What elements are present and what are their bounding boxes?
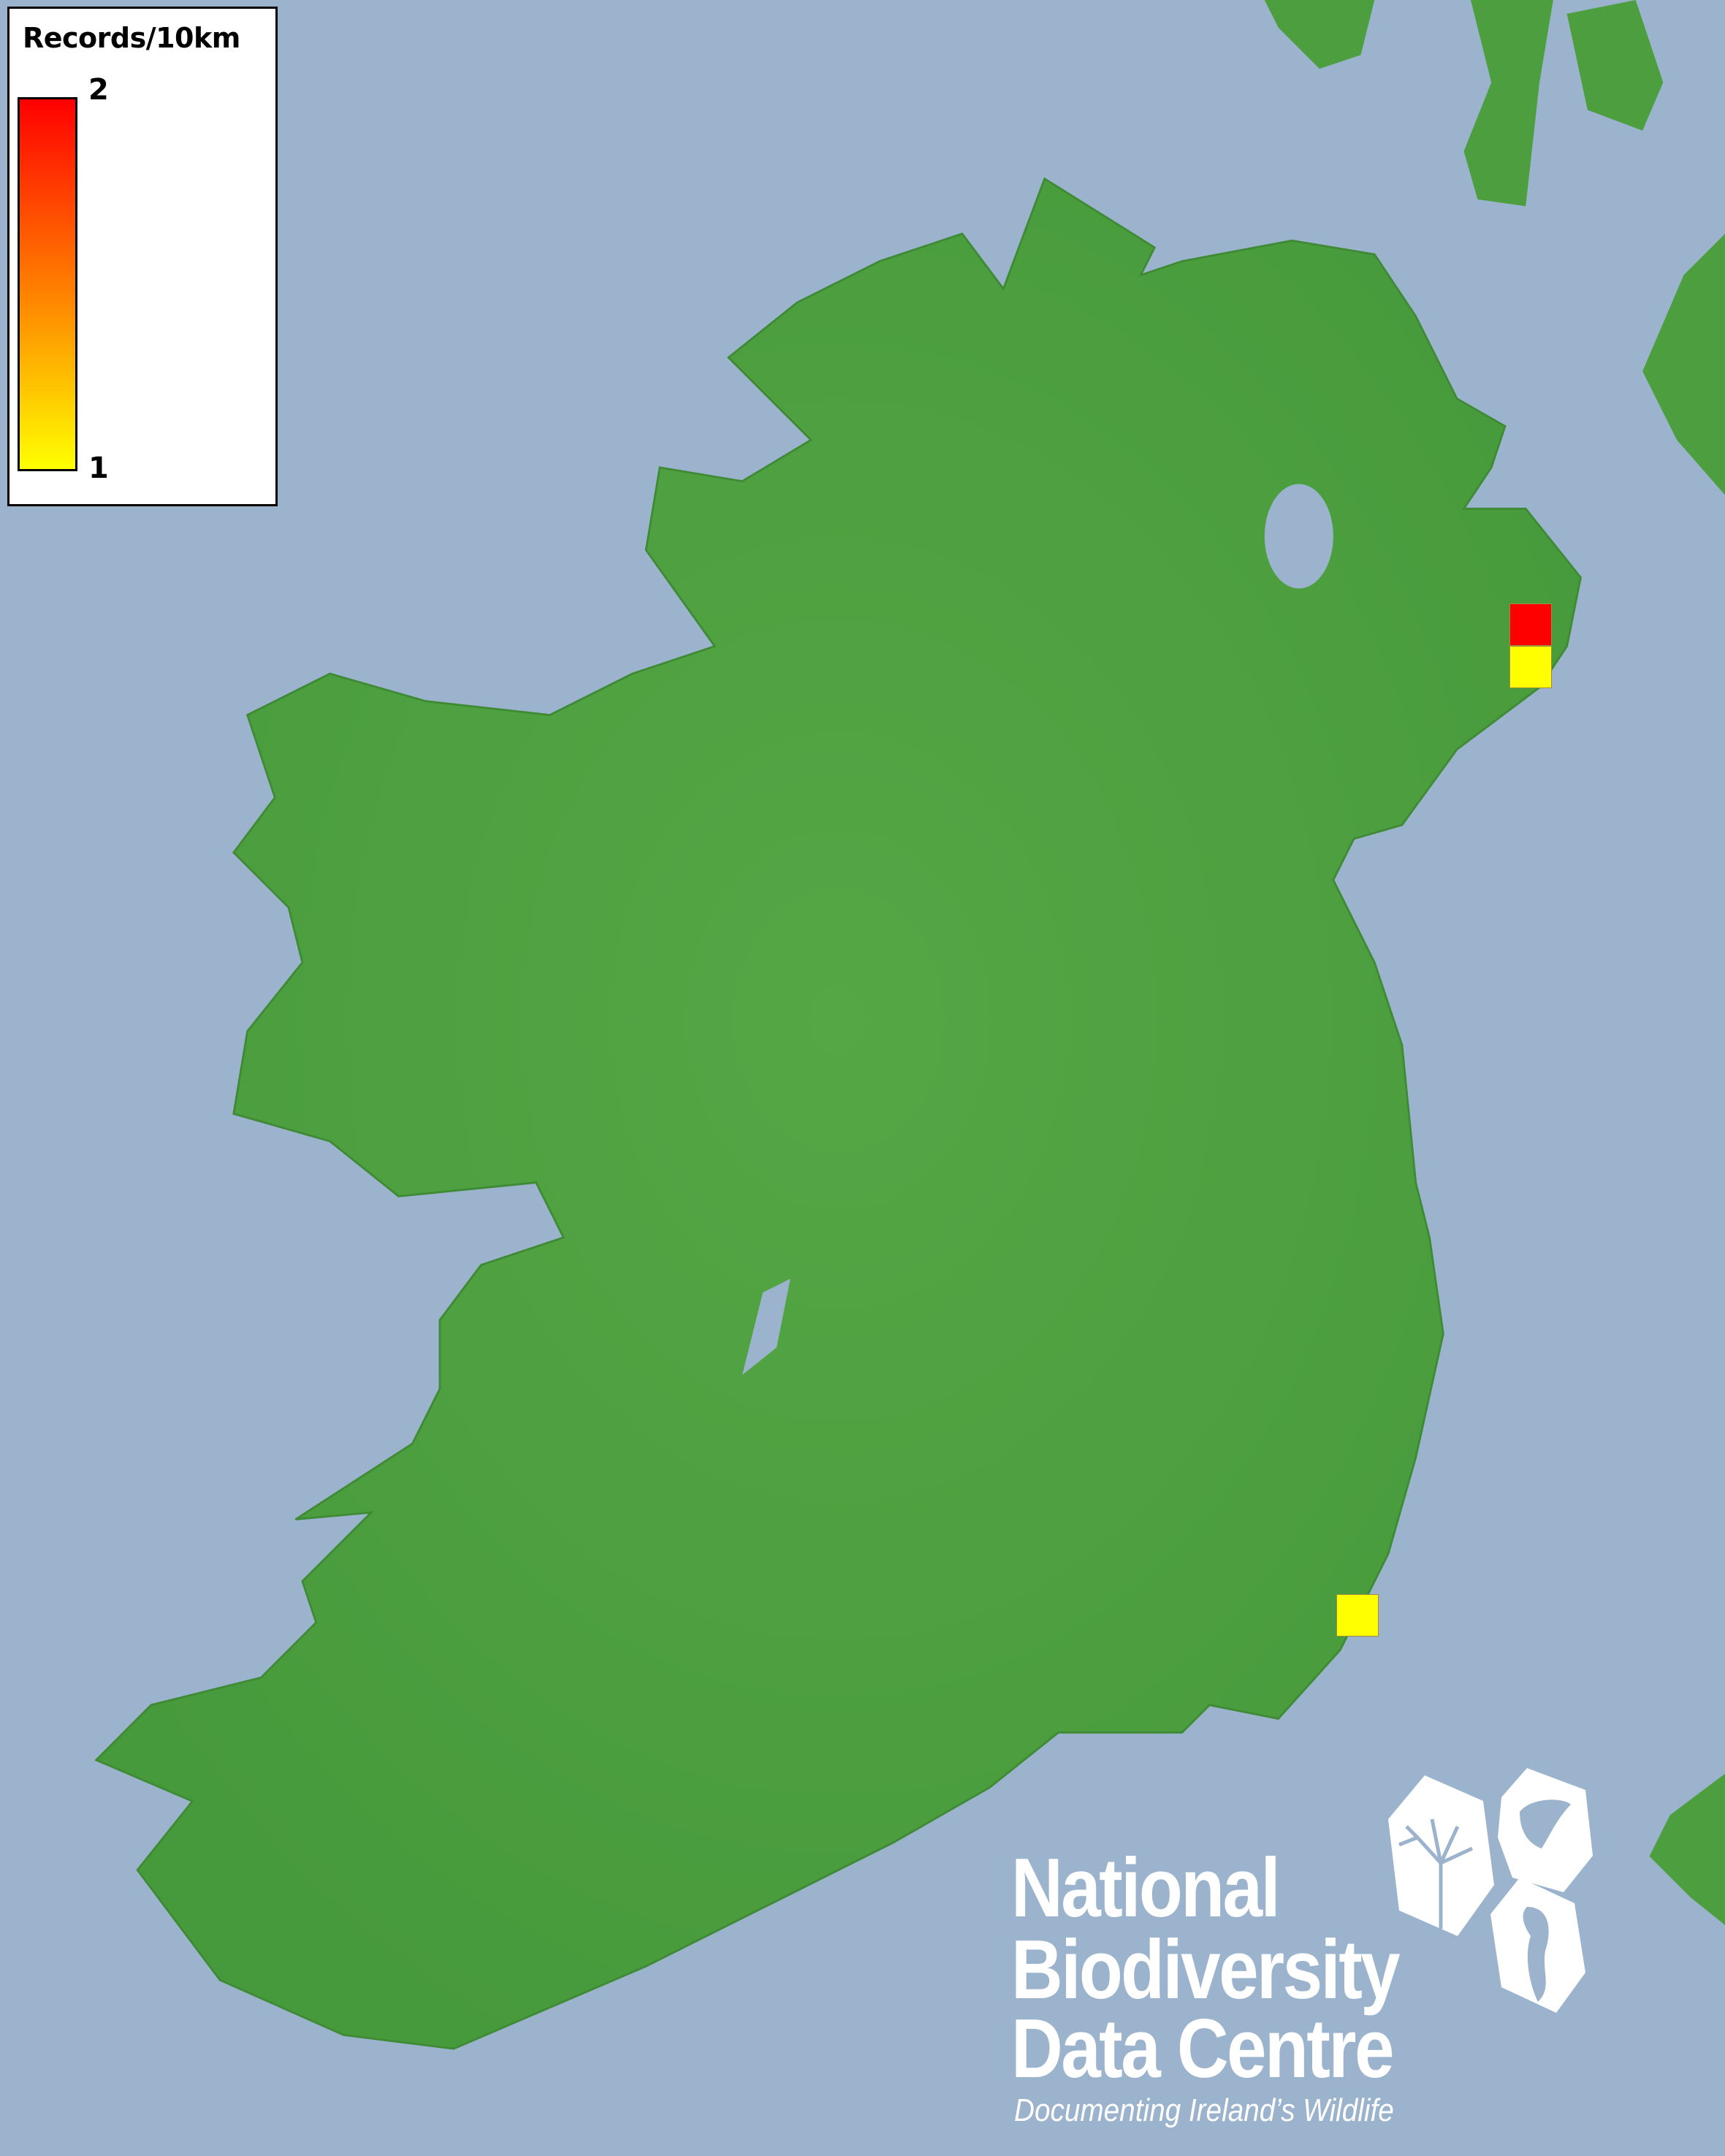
logo-line-national: National [1011,1842,1281,1935]
nbdc-logo-mark [1388,1768,1593,2013]
logo-tagline: Documenting Ireland’s Wildlife [1014,2092,1394,2128]
legend-max-label: 2 [88,73,109,107]
logo-line-data-centre: Data Centre [1011,2003,1394,2095]
ireland-landmass [94,177,1582,2050]
record-cell-antrim-north[interactable] [1509,603,1552,646]
legend-title: Records/10km [23,22,240,54]
record-cell-wexford[interactable] [1336,1594,1379,1637]
record-cell-antrim-south[interactable] [1509,646,1552,688]
lough-derg [742,1279,791,1376]
legend: Records/10km 2 1 [7,7,278,506]
butterfly-icon [1498,1768,1593,1892]
legend-color-scale [18,97,77,471]
tree-icon [1388,1775,1494,1936]
logo-line-biodiversity: Biodiversity [1011,1924,1401,2016]
lough-neagh [1264,484,1333,589]
seahorse-icon [1490,1878,1585,2013]
legend-min-label: 1 [88,452,109,485]
